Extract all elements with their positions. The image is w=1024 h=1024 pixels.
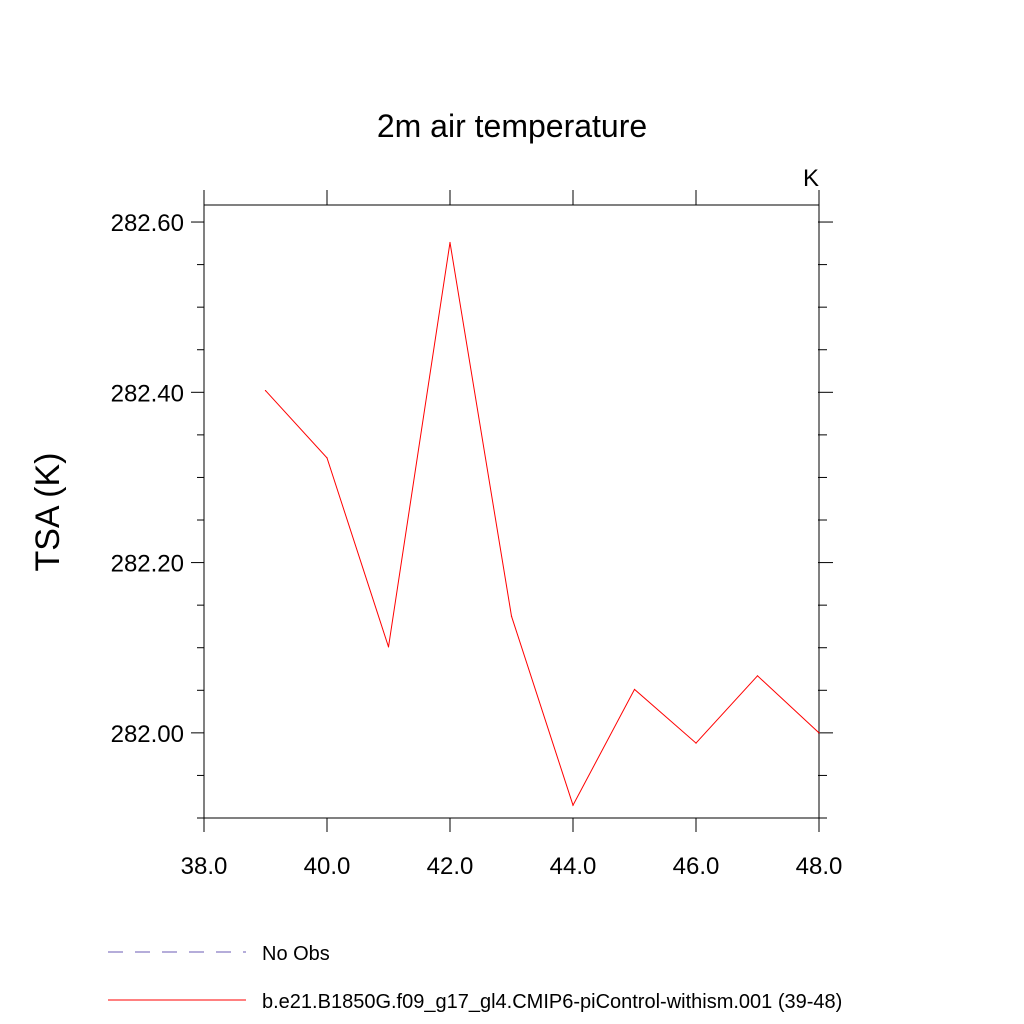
data-point (387, 646, 390, 648)
x-tick-label: 40.0 (304, 853, 351, 880)
x-tick-label: 44.0 (550, 853, 597, 880)
x-tick-label: 42.0 (427, 853, 474, 880)
data-point (818, 732, 820, 734)
x-tick-label: 48.0 (796, 853, 843, 880)
y-tick-label: 282.20 (111, 551, 184, 578)
data-point (756, 675, 759, 677)
data-point (510, 615, 513, 617)
plot-frame (203, 204, 820, 819)
data-series (264, 241, 820, 807)
units-label: K (803, 165, 819, 192)
data-point (633, 688, 636, 691)
data-point (449, 241, 451, 244)
data-point (326, 457, 328, 459)
data-point (572, 804, 574, 806)
x-tick-label: 46.0 (673, 853, 720, 880)
y-tick-label: 282.40 (111, 380, 184, 407)
x-tick-marks (203, 190, 820, 832)
y-tick-label: 282.00 (111, 721, 184, 748)
data-point (264, 390, 267, 392)
legend: No Obs b.e21.B1850G.f09_g17_gl4.CMIP6-piC… (108, 943, 842, 1013)
data-point (695, 742, 697, 744)
y-axis-label: TSA (K) (29, 452, 67, 571)
y-tick-label: 282.60 (111, 210, 184, 237)
legend-label: No Obs (262, 943, 330, 965)
x-tick-label: 38.0 (181, 853, 228, 880)
legend-label: b.e21.B1850G.f09_g17_gl4.CMIP6-piControl… (262, 991, 842, 1013)
x-tick-labels: 38.0 40.0 42.0 44.0 46.0 48.0 (181, 853, 843, 880)
series-line (265, 242, 820, 807)
chart-title: 2m air temperature (377, 108, 647, 144)
y-tick-labels: 282.00 282.20 282.40 282.60 (111, 210, 184, 748)
y-tick-marks (191, 221, 833, 819)
